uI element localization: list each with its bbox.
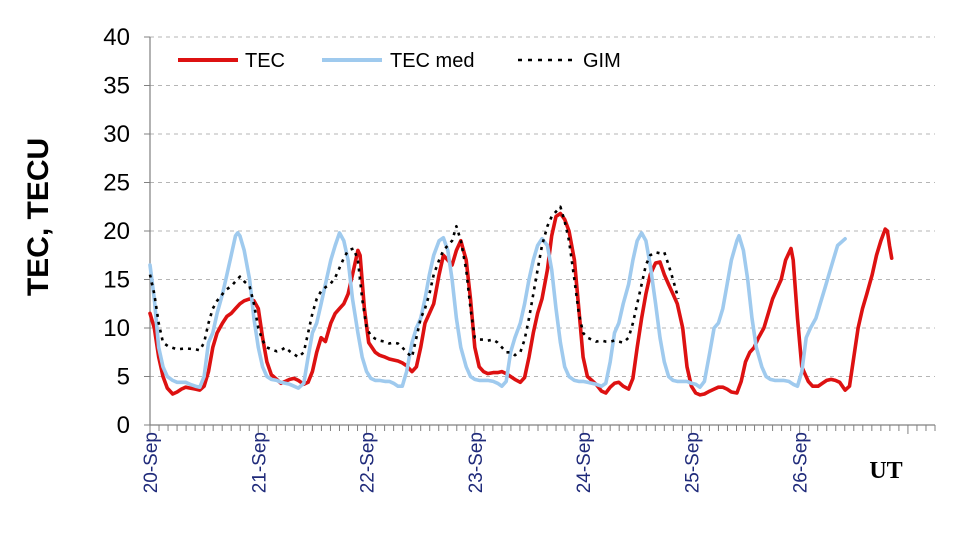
x-tick-labels: 20-Sep 21-Sep 22-Sep 23-Sep 24-Sep 25-Sep 26-S… xyxy=(141,432,812,493)
y-tick-label: 0 xyxy=(117,412,130,439)
legend-label: TEC med xyxy=(390,50,474,72)
x-axis-label: UT xyxy=(869,458,902,484)
x-tick-label: 20-Sep xyxy=(141,432,162,493)
gridlines xyxy=(150,36,935,377)
y-axis-label: TEC, TECU xyxy=(22,138,55,296)
series-tec-line xyxy=(148,211,894,397)
y-tick-label: 5 xyxy=(117,364,130,391)
data-series xyxy=(148,205,894,397)
y-tick-label: 40 xyxy=(103,24,130,51)
y-tick-label: 25 xyxy=(103,170,130,197)
x-tick-label: 25-Sep xyxy=(682,432,703,493)
y-tick-label: 35 xyxy=(103,73,130,100)
y-tick-label: 10 xyxy=(103,315,130,342)
legend: TEC TEC med GIM xyxy=(178,50,621,72)
x-tick-label: 26-Sep xyxy=(791,432,812,493)
y-tick-labels: 0 5 10 15 20 25 30 35 40 xyxy=(103,24,130,439)
x-tick-label: 24-Sep xyxy=(574,432,595,493)
y-tick-label: 15 xyxy=(103,267,130,294)
legend-label: TEC xyxy=(245,50,285,72)
axes xyxy=(144,36,936,434)
y-tick-label: 20 xyxy=(103,218,130,245)
x-tick-label: 22-Sep xyxy=(358,432,379,493)
legend-label: GIM xyxy=(583,50,621,72)
y-tick-label: 30 xyxy=(103,121,130,148)
series-tec-med-line xyxy=(148,231,847,390)
x-tick-label: 23-Sep xyxy=(466,432,487,493)
x-tick-label: 21-Sep xyxy=(249,432,270,493)
